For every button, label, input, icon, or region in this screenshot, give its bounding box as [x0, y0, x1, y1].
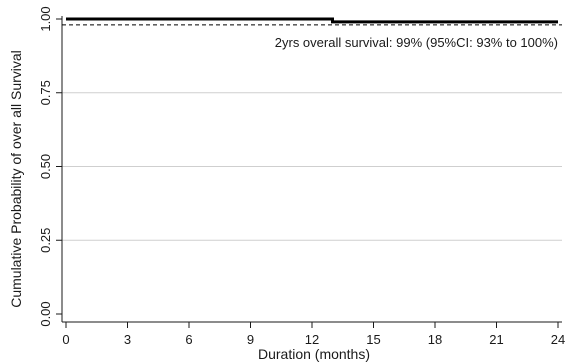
axes — [61, 16, 562, 323]
x-tick-label-5: 15 — [366, 332, 380, 347]
x-tick-label-1: 3 — [124, 332, 131, 347]
y-axis-title: Cumulative Probability of over all Survi… — [8, 50, 24, 308]
series-group — [62, 17, 562, 26]
survival-line-0 — [66, 17, 558, 24]
gridlines — [62, 92, 562, 241]
y-tick-label-2: 0.50 — [38, 154, 53, 179]
x-axis-title: Duration (months) — [258, 346, 370, 362]
x-tick-label-3: 9 — [247, 332, 254, 347]
survival-annotation: 2yrs overall survival: 99% (95%CI: 93% t… — [275, 35, 558, 50]
y-axis-ticks: 0.00 0.25 0.50 0.75 1.00 — [38, 6, 62, 327]
x-axis-ticks: 0 3 6 9 12 15 18 21 24 — [62, 322, 565, 347]
y-tick-label-1: 0.25 — [38, 228, 53, 253]
y-tick-label-3: 0.75 — [38, 80, 53, 105]
y-tick-label-0: 0.00 — [38, 301, 53, 326]
x-tick-label-8: 24 — [551, 332, 565, 347]
x-tick-label-7: 21 — [489, 332, 503, 347]
x-tick-label-4: 12 — [305, 332, 319, 347]
y-tick-label-4: 1.00 — [38, 6, 53, 31]
x-tick-label-6: 18 — [428, 332, 442, 347]
x-tick-label-0: 0 — [62, 332, 69, 347]
x-tick-label-2: 6 — [185, 332, 192, 347]
